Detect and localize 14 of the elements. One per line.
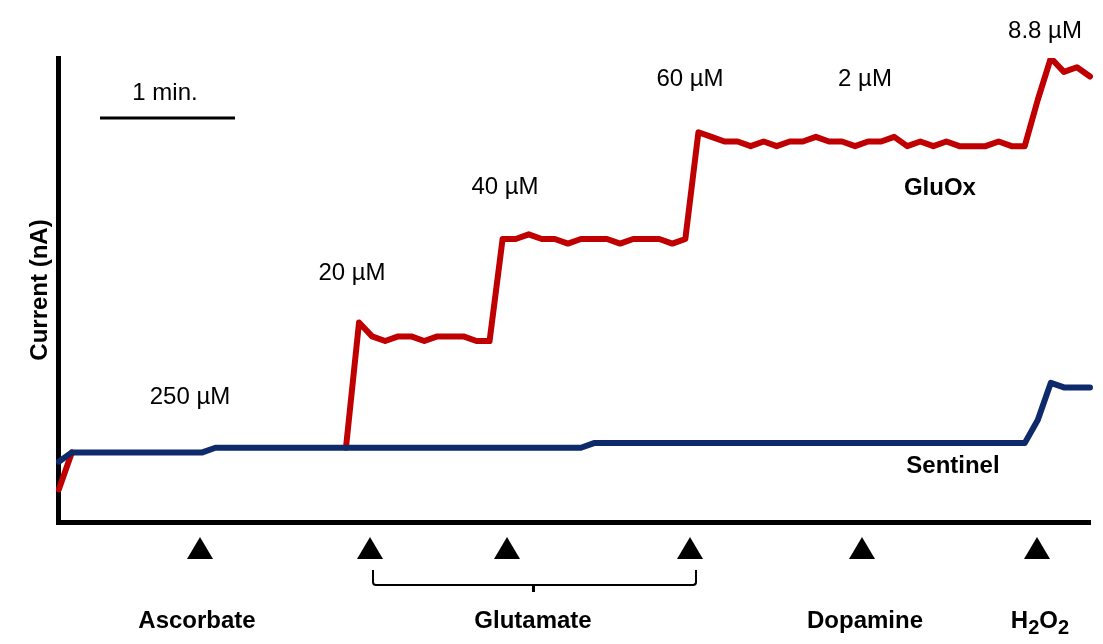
series-label: GluOx <box>903 172 977 200</box>
text: H$_{2}$O$_{2}$ <box>1010 606 1070 639</box>
annotation: 40 µM <box>471 172 539 200</box>
annotation: 20 µM <box>318 258 386 286</box>
series-label: Sentinel <box>906 450 1000 478</box>
annotation: 60 µM <box>656 64 724 92</box>
text: Ascorbate <box>138 606 256 634</box>
annotation: 1 min. <box>132 78 198 106</box>
annotation: 250 µM <box>149 382 231 410</box>
text: Glutamate <box>474 606 592 634</box>
y-axis-title: Current (nA) <box>25 219 53 361</box>
text: Dopamine <box>806 606 924 634</box>
text: 8.8 µM <box>1008 16 1082 44</box>
annotation: 2 µM <box>838 64 892 92</box>
